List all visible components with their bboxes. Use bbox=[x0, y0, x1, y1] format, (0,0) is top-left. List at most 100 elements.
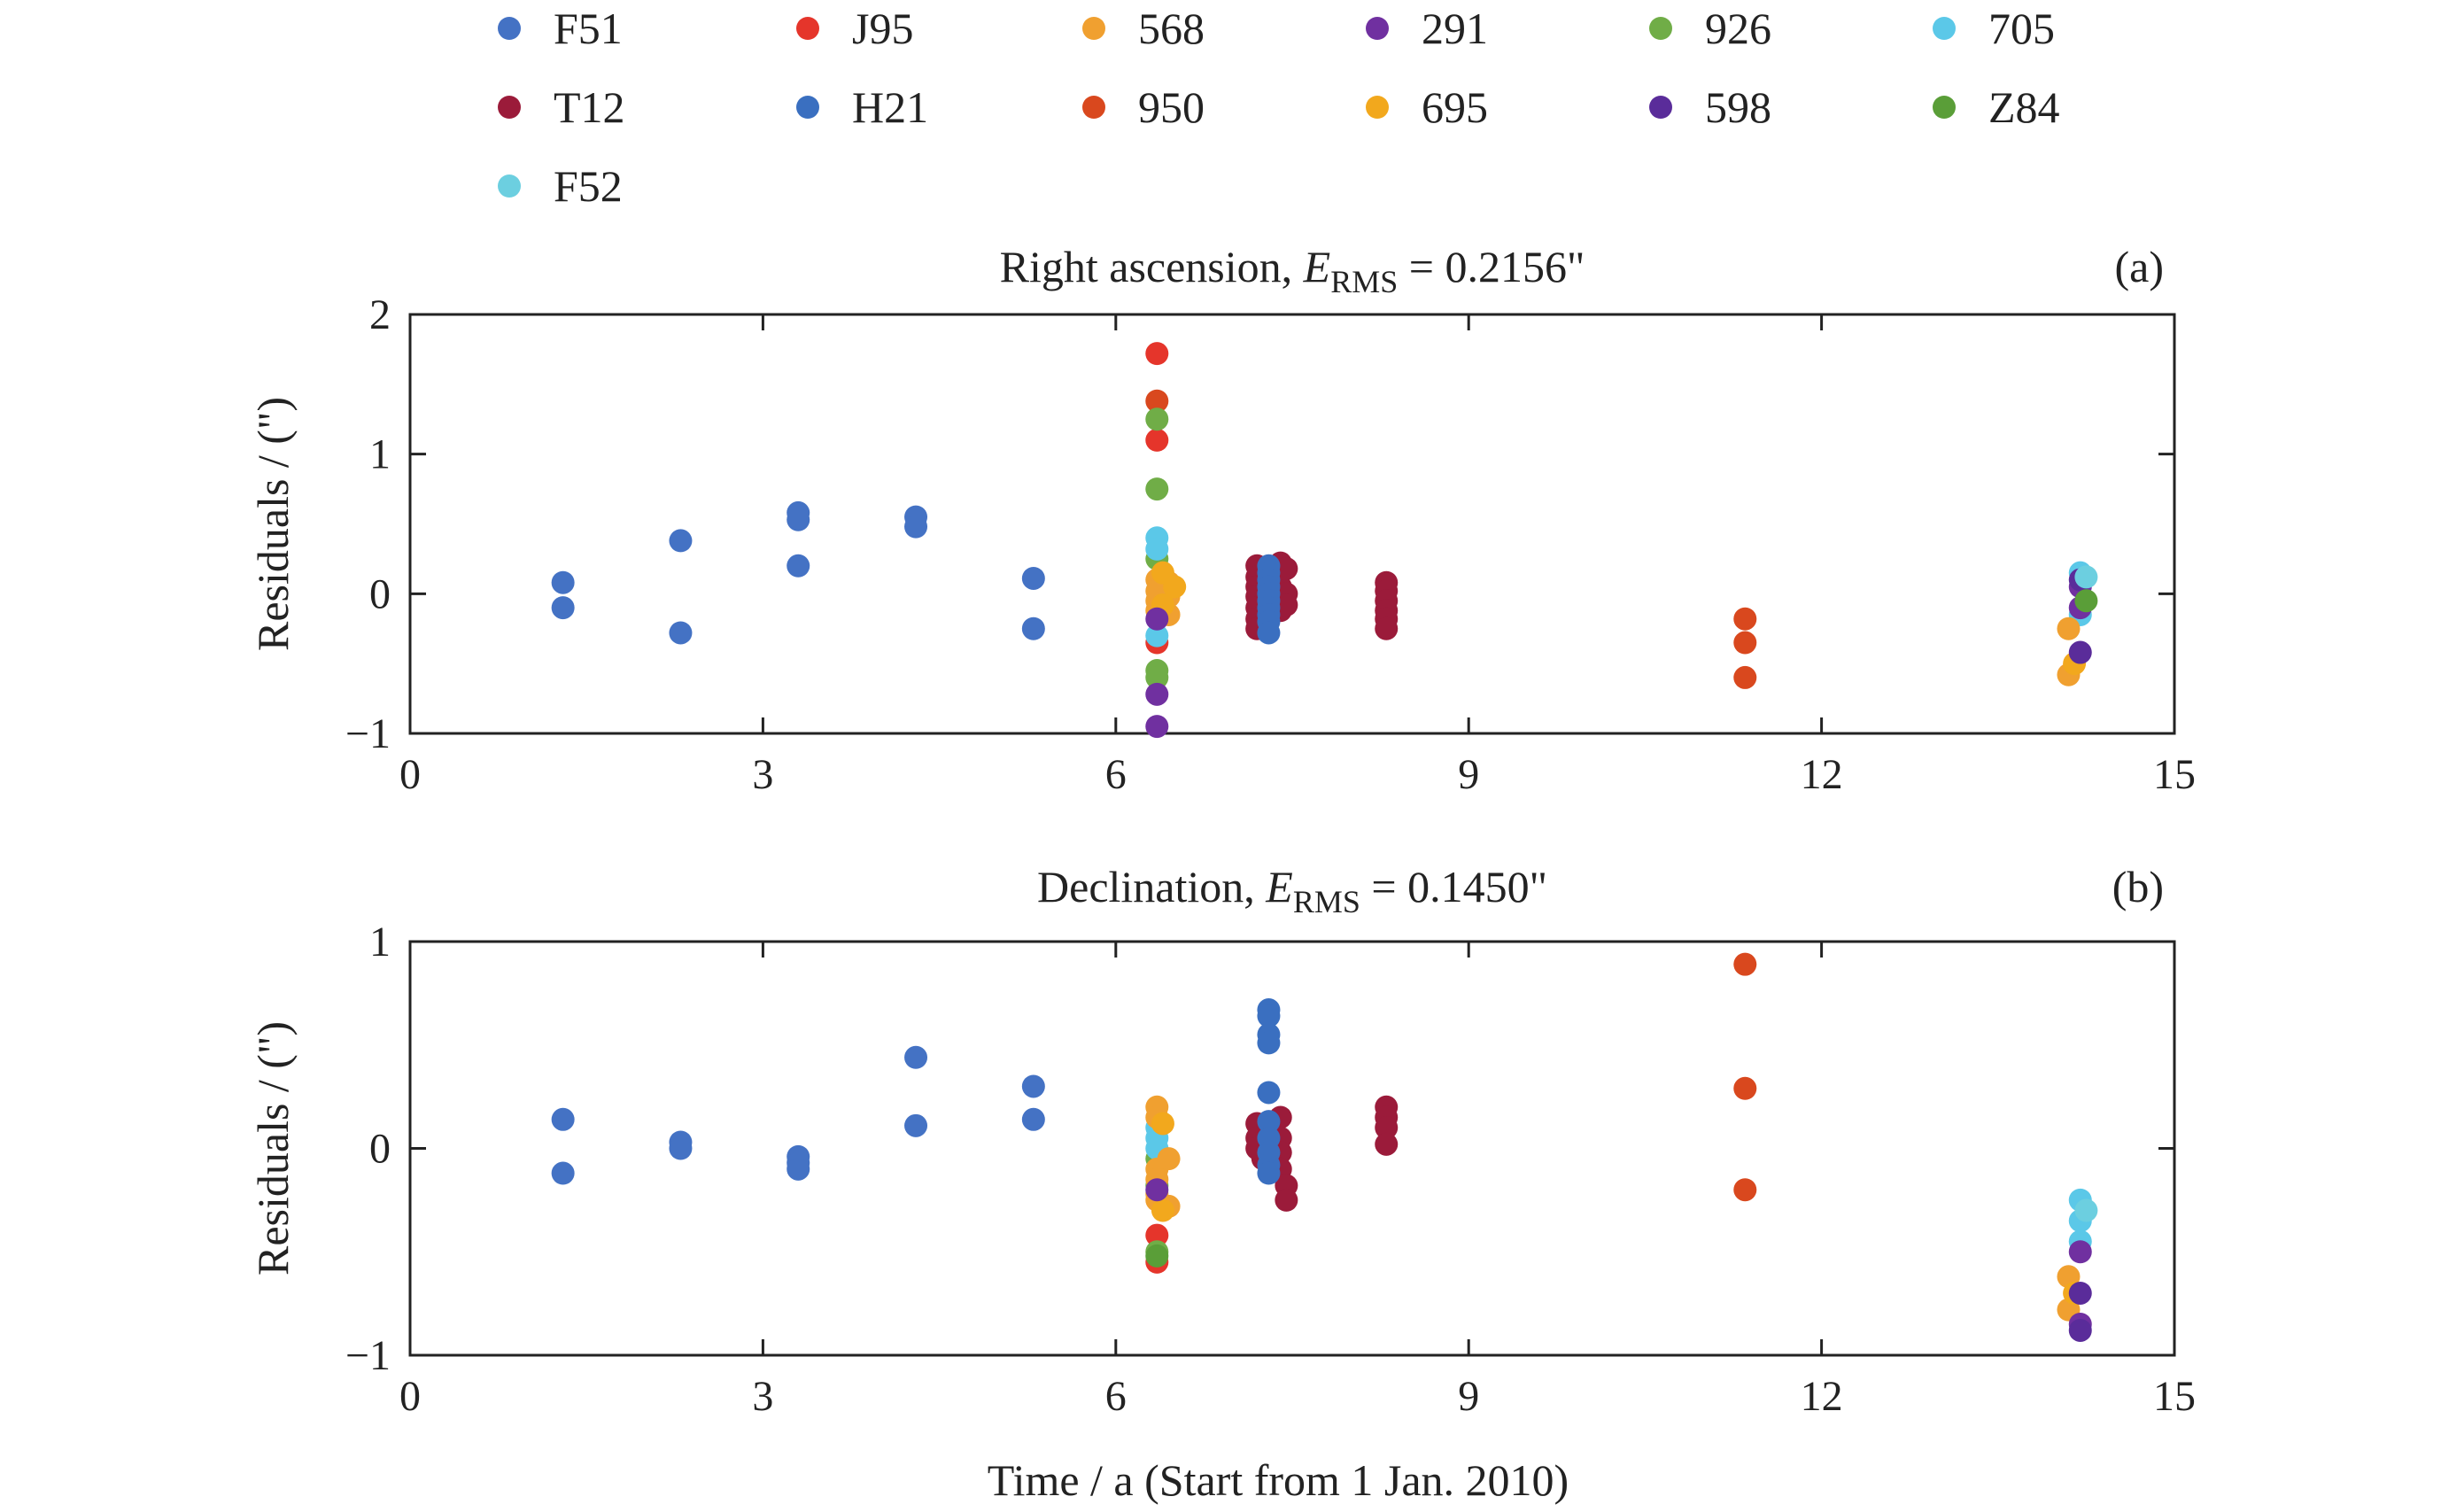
data-point bbox=[1021, 1107, 1045, 1131]
data-point bbox=[904, 515, 928, 539]
legend-label: 950 bbox=[1138, 82, 1205, 132]
x-tick-label: 9 bbox=[1458, 751, 1479, 798]
data-point bbox=[669, 621, 693, 645]
legend-item: 291 bbox=[1366, 4, 1488, 53]
legend-marker bbox=[1933, 96, 1956, 119]
data-point bbox=[1145, 428, 1169, 452]
title-subscript: RMS bbox=[1330, 264, 1398, 299]
data-point bbox=[787, 554, 810, 578]
data-point bbox=[1145, 407, 1169, 431]
legend-marker bbox=[1366, 17, 1389, 40]
title-subscript: RMS bbox=[1293, 884, 1360, 919]
legend-marker bbox=[498, 174, 521, 198]
data-point bbox=[1145, 607, 1169, 631]
title-variable: E bbox=[1265, 862, 1293, 911]
data-point bbox=[1145, 624, 1169, 647]
legend-item: 695 bbox=[1366, 82, 1488, 132]
data-point bbox=[787, 1157, 810, 1181]
data-point bbox=[2068, 1281, 2092, 1305]
data-point bbox=[1375, 616, 1399, 640]
data-point bbox=[1145, 715, 1169, 739]
data-point bbox=[2057, 616, 2081, 640]
legend-item: 568 bbox=[1082, 4, 1205, 53]
data-point bbox=[1257, 1031, 1281, 1055]
legend-marker bbox=[1649, 96, 1672, 119]
title-variable: E bbox=[1303, 242, 1331, 291]
data-point bbox=[904, 1045, 928, 1069]
y-tick-label: −1 bbox=[345, 1332, 391, 1379]
legend-marker bbox=[1082, 96, 1105, 119]
panel-title: Declination, ERMS = 0.1450" bbox=[1037, 862, 1547, 919]
x-tick-label: 9 bbox=[1458, 1373, 1479, 1420]
legend-item: 926 bbox=[1649, 4, 1771, 53]
data-point bbox=[1145, 1244, 1169, 1268]
data-point bbox=[2074, 1198, 2098, 1222]
title-value: = 0.1450" bbox=[1360, 862, 1547, 911]
data-point bbox=[1733, 1178, 1757, 1202]
data-point bbox=[2068, 640, 2092, 664]
data-point bbox=[1733, 631, 1757, 655]
data-point bbox=[1257, 1004, 1281, 1028]
data-point bbox=[1257, 1161, 1281, 1185]
y-tick-label: 2 bbox=[369, 291, 391, 338]
plot-frame bbox=[408, 313, 2176, 735]
data-point bbox=[551, 1161, 575, 1185]
data-point bbox=[904, 1113, 928, 1137]
x-axis-label: Time / a (Start from 1 Jan. 2010) bbox=[988, 1455, 1569, 1505]
legend-label: F52 bbox=[554, 161, 623, 211]
x-tick-label: 0 bbox=[399, 1373, 421, 1420]
x-tick-label: 3 bbox=[752, 751, 773, 798]
title-main: Right ascension, bbox=[1000, 242, 1304, 291]
legend-item: T12 bbox=[498, 82, 625, 132]
legend-label: 291 bbox=[1422, 4, 1488, 53]
panel-letter: (b) bbox=[2112, 862, 2164, 911]
x-tick-label: 15 bbox=[2153, 1373, 2196, 1420]
legend-item: 705 bbox=[1933, 4, 2055, 53]
data-point bbox=[1733, 607, 1757, 631]
legend-label: Z84 bbox=[1988, 82, 2060, 132]
x-tick-label: 6 bbox=[1105, 1373, 1127, 1420]
legend-marker bbox=[1082, 17, 1105, 40]
data-point bbox=[787, 508, 810, 531]
data-point bbox=[551, 596, 575, 620]
data-point bbox=[669, 529, 693, 553]
data-point bbox=[1021, 566, 1045, 590]
data-point bbox=[1145, 537, 1169, 561]
title-value: = 0.2156" bbox=[1398, 242, 1585, 291]
data-point bbox=[1145, 389, 1169, 413]
data-point bbox=[1021, 1074, 1045, 1098]
legend-marker bbox=[498, 96, 521, 119]
data-points bbox=[551, 952, 2098, 1342]
legend-marker bbox=[1933, 17, 1956, 40]
data-point bbox=[669, 1136, 693, 1160]
x-tick-label: 0 bbox=[399, 751, 421, 798]
x-tick-label: 3 bbox=[752, 1373, 773, 1420]
data-point bbox=[2074, 589, 2098, 613]
legend: F51 J95 568 291 926 705 T12 H21 950 695 598 Z84 F52 bbox=[498, 4, 2060, 211]
y-tick-label: 1 bbox=[369, 431, 391, 478]
x-tick-label: 6 bbox=[1105, 751, 1127, 798]
data-point bbox=[1145, 665, 1169, 689]
legend-marker bbox=[498, 17, 521, 40]
data-point bbox=[1157, 1147, 1181, 1171]
legend-label: 705 bbox=[1988, 4, 2055, 53]
data-point bbox=[1733, 1076, 1757, 1100]
y-tick-label: 0 bbox=[369, 1126, 391, 1173]
y-axis-label: Residuals / (") bbox=[248, 397, 298, 651]
legend-item: J95 bbox=[796, 4, 913, 53]
legend-marker bbox=[796, 96, 819, 119]
data-point bbox=[1257, 1081, 1281, 1105]
data-points bbox=[551, 342, 2098, 739]
data-point bbox=[1145, 682, 1169, 706]
legend-label: 598 bbox=[1705, 82, 1771, 132]
data-point bbox=[1021, 616, 1045, 640]
legend-label: J95 bbox=[852, 4, 913, 53]
legend-item: 950 bbox=[1082, 82, 1205, 132]
data-point bbox=[1733, 665, 1757, 689]
data-point bbox=[1145, 342, 1169, 366]
data-point bbox=[551, 570, 575, 594]
legend-marker bbox=[1366, 96, 1389, 119]
y-axis-label: Residuals / (") bbox=[248, 1021, 298, 1276]
